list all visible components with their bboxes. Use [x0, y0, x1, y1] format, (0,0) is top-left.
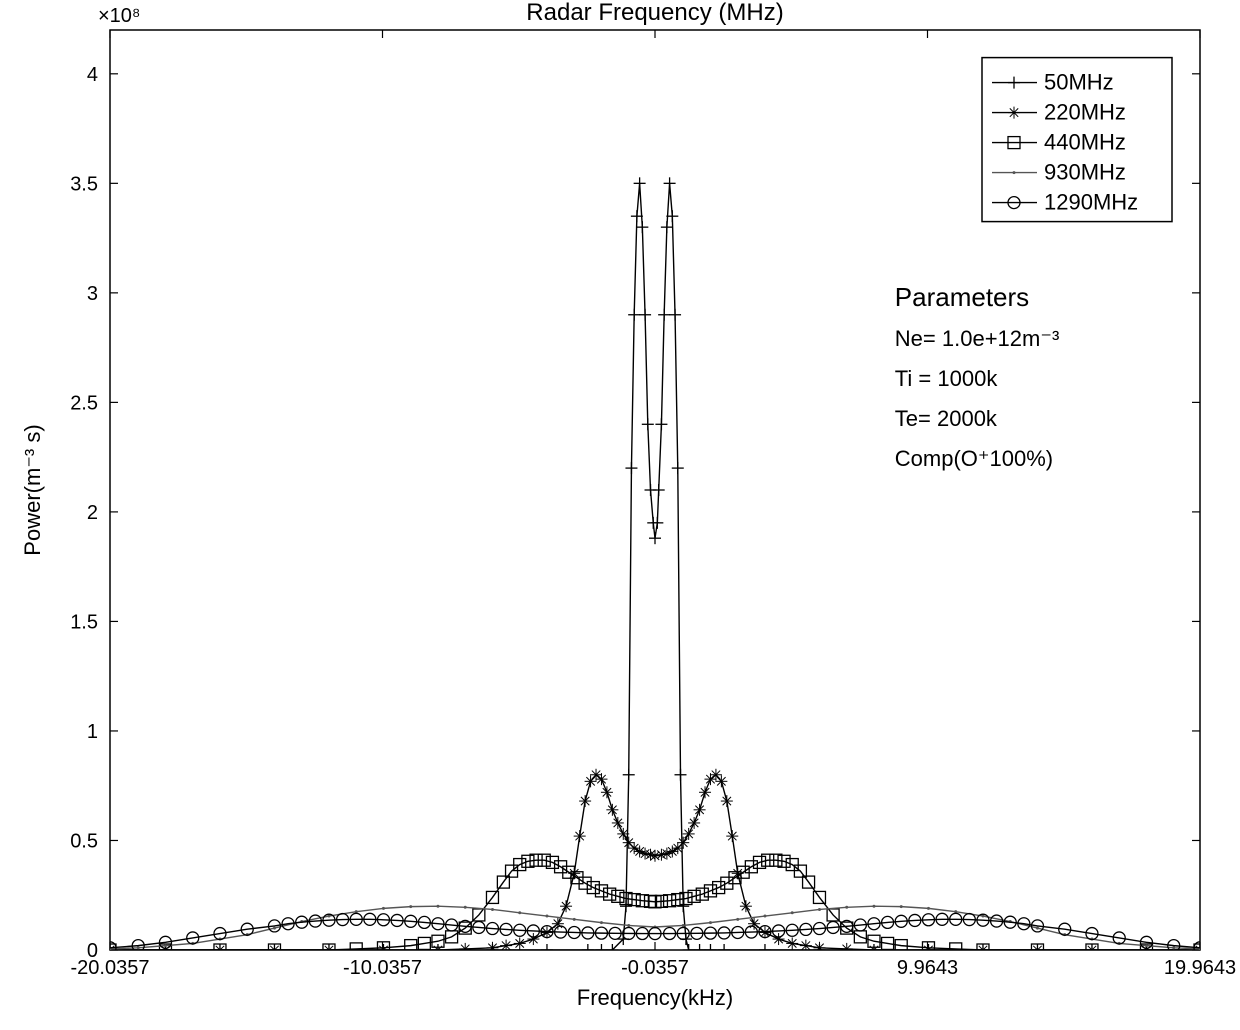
xtick-label: 9.9643 — [897, 957, 958, 979]
x-axis-label: Frequency(kHz) — [577, 985, 733, 1010]
xtick-label: -20.0357 — [71, 957, 150, 979]
legend-label: 220MHz — [1044, 100, 1126, 125]
chart-svg: -20.0357 -10.0357 -0.0357 9.9643 19.9643 0 0.5… — [0, 0, 1240, 1030]
ytick-label: 0.5 — [70, 830, 98, 852]
ytick-label: 1.5 — [70, 611, 98, 633]
legend-label: 1290MHz — [1044, 190, 1138, 215]
ytick-label: 3 — [87, 283, 98, 305]
legend-label: 930MHz — [1044, 160, 1126, 185]
ytick-label: 1 — [87, 721, 98, 743]
parameters-line: Te= 2000k — [895, 406, 998, 431]
xtick-label: -10.0357 — [343, 957, 422, 979]
ytick-label: 0 — [87, 940, 98, 962]
parameters-line: Ti = 1000k — [895, 366, 999, 391]
ytick-label: 2.5 — [70, 392, 98, 414]
chart-container: -20.0357 -10.0357 -0.0357 9.9643 19.9643 0 0.5… — [0, 0, 1240, 1030]
legend-label: 50MHz — [1044, 70, 1114, 95]
parameters-title: Parameters — [895, 282, 1029, 312]
y-scale-exponent: ×10⁸ — [98, 5, 140, 27]
chart-title: Radar Frequency (MHz) — [526, 0, 783, 26]
legend-label: 440MHz — [1044, 130, 1126, 155]
parameters-line: Comp(O⁺100%) — [895, 446, 1053, 471]
ytick-label: 2 — [87, 502, 98, 524]
ytick-label: 3.5 — [70, 173, 98, 195]
xtick-label: -0.0357 — [621, 957, 689, 979]
y-axis-label: Power(m⁻³ s) — [20, 424, 45, 555]
xtick-label: 19.9643 — [1164, 957, 1236, 979]
parameters-line: Ne= 1.0e+12m⁻³ — [895, 326, 1059, 351]
ytick-label: 4 — [87, 64, 98, 86]
legend: 50MHz 220MHz 440MHz 930MHz 1290MHz — [982, 58, 1172, 222]
